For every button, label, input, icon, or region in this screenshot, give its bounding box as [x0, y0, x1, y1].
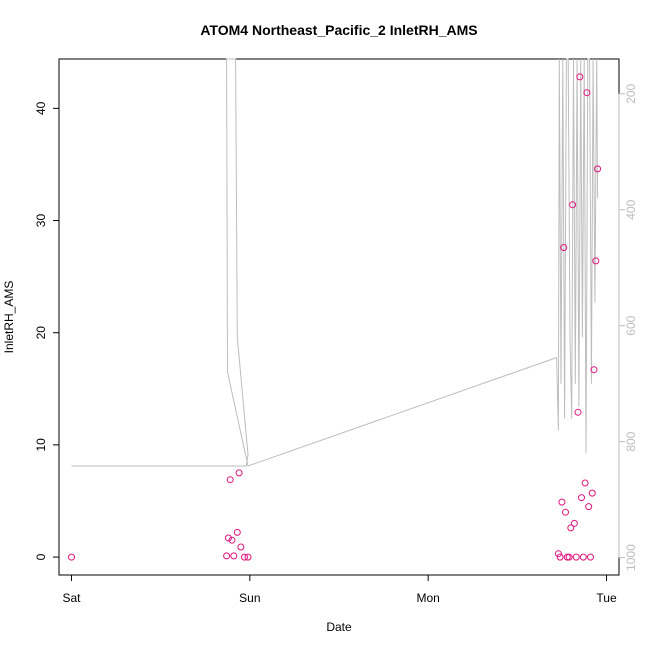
x-tick-label: Sat: [62, 591, 81, 605]
data-point: [565, 553, 573, 561]
data-point: [588, 489, 596, 497]
data-point: [241, 553, 248, 561]
data-point: [560, 244, 568, 251]
data-point: [554, 550, 562, 558]
data-point: [223, 552, 231, 560]
data-point: [579, 553, 587, 561]
data-point: [590, 366, 598, 374]
data-point: [574, 408, 582, 416]
data-point: [226, 476, 234, 484]
data-point: [244, 553, 252, 561]
data-point: [68, 553, 75, 561]
data-point: [556, 553, 564, 561]
right-tick-label: 1000: [624, 544, 638, 571]
data-point: [581, 479, 589, 487]
x-axis: Sat Sun Mon Tue: [62, 574, 617, 605]
data-point: [587, 553, 594, 561]
y-tick-label: 40: [34, 101, 48, 115]
data-point: [585, 503, 593, 511]
y-tick-label: 0: [34, 553, 48, 560]
right-tick-label: 400: [624, 199, 638, 219]
data-point: [224, 534, 232, 542]
data-point: [562, 508, 569, 516]
data-point: [570, 519, 578, 527]
right-series-layer: [71, 58, 599, 467]
data-point: [583, 89, 591, 97]
data-point: [233, 528, 241, 536]
data-point: [230, 552, 238, 560]
y-axis-right: 200 400 600 800 1000: [618, 83, 638, 571]
data-point: [237, 543, 245, 551]
right-tick-label: 200: [624, 83, 638, 103]
series-line: [71, 58, 599, 467]
right-tick-label: 600: [624, 315, 638, 335]
x-axis-label: Date: [326, 620, 352, 634]
x-tick-label: Mon: [417, 591, 440, 605]
data-point: [576, 73, 584, 81]
y-axis-label: InletRH_AMS: [2, 281, 16, 354]
data-point: [572, 553, 580, 561]
x-tick-label: Sun: [239, 591, 260, 605]
right-tick-label: 800: [624, 431, 638, 451]
data-point: [569, 201, 577, 209]
y-tick-label: 30: [34, 214, 48, 228]
data-point: [558, 498, 566, 506]
data-point: [578, 494, 585, 502]
plot-frame: [58, 58, 620, 576]
chart-title: ATOM4 Northeast_Pacific_2 InletRH_AMS: [200, 22, 477, 38]
data-point: [592, 257, 600, 265]
data-point: [235, 469, 243, 477]
data-point: [228, 536, 236, 544]
data-point: [594, 165, 602, 173]
data-point: [567, 524, 575, 532]
y-tick-label: 20: [34, 326, 48, 340]
x-tick-label: Tue: [596, 591, 617, 605]
y-axis: 0 10 20 30 40: [34, 101, 60, 560]
points-layer: [68, 73, 602, 561]
y-tick-label: 10: [34, 438, 48, 452]
